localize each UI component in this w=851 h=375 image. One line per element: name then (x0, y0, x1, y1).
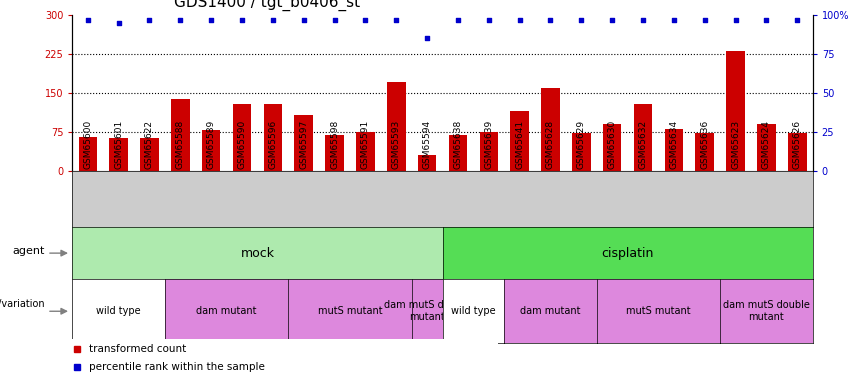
Point (390, 16, 403, 22)
Point (513, 16, 527, 22)
Text: dam mutant: dam mutant (520, 306, 580, 316)
Bar (202, 130, 220, 171)
Point (667, 16, 681, 22)
Bar (757, 124, 775, 171)
Bar (109, 138, 128, 171)
Bar (634, 104, 652, 171)
Point (297, 16, 311, 22)
Text: percentile rank within the sample: percentile rank within the sample (89, 362, 266, 372)
Point (791, 16, 804, 22)
Point (235, 16, 248, 22)
Text: GDS1400 / tgt_b0406_st: GDS1400 / tgt_b0406_st (174, 0, 361, 11)
Point (637, 16, 650, 22)
Bar (572, 133, 591, 171)
Point (111, 20, 125, 26)
Bar (171, 99, 190, 171)
Text: dam mutS double
mutant: dam mutS double mutant (384, 300, 471, 322)
Point (544, 16, 557, 22)
Bar (294, 115, 313, 171)
Bar (325, 135, 344, 171)
Bar (541, 88, 560, 171)
Point (482, 16, 495, 22)
Point (698, 16, 711, 22)
Point (266, 16, 280, 22)
Bar (726, 51, 745, 171)
Point (143, 16, 157, 22)
Text: genotype/variation: genotype/variation (0, 298, 45, 309)
Point (328, 16, 341, 22)
Text: dam mutS double
mutant: dam mutS double mutant (723, 300, 810, 322)
Bar (140, 138, 158, 171)
Text: mutS mutant: mutS mutant (317, 306, 382, 316)
Point (81, 16, 94, 22)
Text: transformed count: transformed count (89, 344, 186, 354)
Bar (448, 135, 467, 171)
Bar (511, 111, 528, 171)
Bar (603, 124, 621, 171)
Text: mock: mock (241, 247, 274, 259)
Bar (479, 132, 498, 171)
Point (605, 16, 619, 22)
Point (760, 16, 774, 22)
Bar (695, 133, 714, 171)
Point (358, 16, 372, 22)
Bar (264, 104, 282, 171)
Point (204, 16, 218, 22)
Bar (788, 133, 807, 171)
Point (420, 35, 434, 41)
Bar (418, 155, 437, 171)
Text: wild type: wild type (96, 306, 141, 316)
Text: cisplatin: cisplatin (602, 247, 654, 259)
Text: agent: agent (13, 246, 45, 255)
Point (451, 16, 465, 22)
Text: dam mutant: dam mutant (197, 306, 257, 316)
Bar (665, 129, 683, 171)
Bar (387, 82, 405, 171)
Point (728, 16, 742, 22)
Bar (232, 104, 251, 171)
Text: mutS mutant: mutS mutant (626, 306, 691, 316)
Bar (356, 132, 374, 171)
Bar (78, 137, 97, 171)
Point (574, 16, 588, 22)
Point (174, 16, 187, 22)
Text: wild type: wild type (451, 306, 495, 316)
